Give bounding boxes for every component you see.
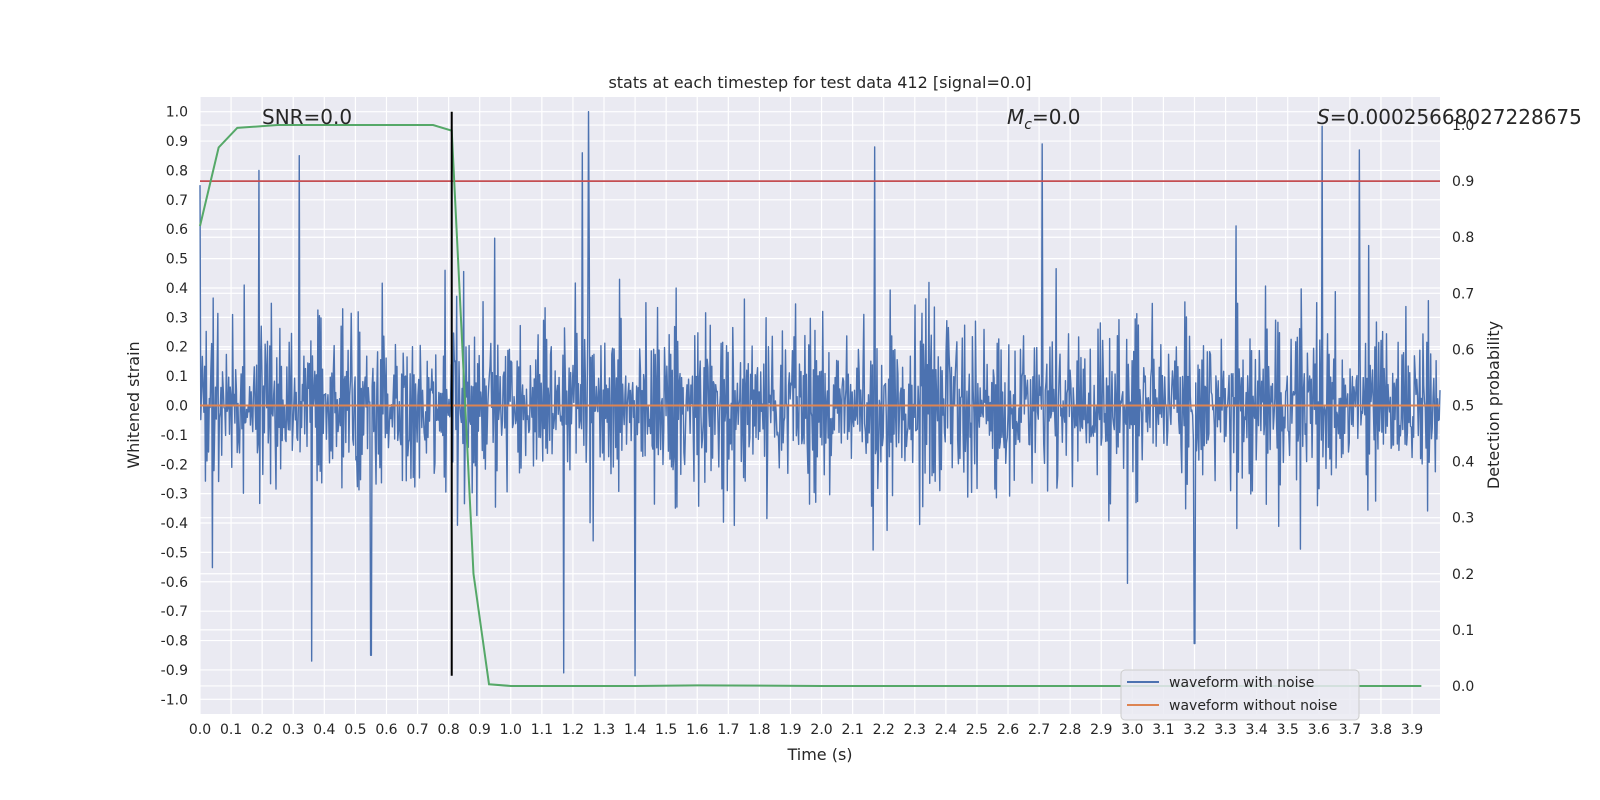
x-tick-label: 0.4 [313, 722, 335, 738]
y-tick-label: 0.8 [166, 163, 188, 179]
x-tick-label: 3.1 [1152, 722, 1174, 738]
x-tick-label: 1.1 [531, 722, 553, 738]
x-tick-label: 1.7 [717, 722, 739, 738]
x-tick-label: 2.6 [997, 722, 1019, 738]
s-annotation: S=0.00025668027228675 [1317, 105, 1582, 129]
x-tick-label: 1.2 [562, 722, 584, 738]
y-tick-label: -1.0 [161, 692, 188, 708]
y-right-tick-label: 1.0 [1452, 118, 1474, 134]
y-tick-label: 0.2 [166, 340, 188, 356]
x-tick-label: 2.1 [841, 722, 863, 738]
y-right-tick-label: 0.7 [1452, 286, 1474, 302]
x-tick-label: 0.7 [406, 722, 428, 738]
y-right-tick-label: 0.3 [1452, 511, 1474, 527]
y-right-tick-label: 0.0 [1452, 679, 1474, 695]
y-tick-label: -0.7 [161, 604, 188, 620]
y-right-tick-labels: 1.0 0.9 0.8 0.7 0.6 0.5 0.4 0.3 0.2 0.1 0.0 [1452, 118, 1474, 695]
chart-title: stats at each timestep for test data 412… [608, 73, 1031, 92]
x-tick-label: 0.1 [220, 722, 242, 738]
x-tick-label: 2.0 [810, 722, 832, 738]
detection-probability-line [199, 124, 1422, 687]
y-tick-label: -0.3 [161, 487, 188, 503]
legend: waveform with noise waveform without noi… [1120, 669, 1360, 721]
x-tick-label: 3.5 [1277, 722, 1299, 738]
y-tick-label: 0.5 [166, 252, 188, 268]
legend-label-clean: waveform without noise [1169, 698, 1337, 714]
y-right-tick-label: 0.2 [1452, 567, 1474, 583]
x-tick-label: 3.0 [1121, 722, 1143, 738]
x-tick-label: 2.9 [1090, 722, 1112, 738]
x-tick-label: 2.4 [935, 722, 957, 738]
y-right-tick-label: 0.6 [1452, 342, 1474, 358]
x-tick-label: 1.8 [748, 722, 770, 738]
x-tick-label: 2.2 [873, 722, 895, 738]
x-tick-label: 3.9 [1401, 722, 1423, 738]
x-axis-label: Time (s) [786, 745, 852, 764]
y-tick-label: -0.4 [161, 516, 188, 532]
y-tick-label: 0.4 [166, 281, 188, 297]
y-tick-label: -0.5 [161, 545, 188, 561]
y-right-tick-label: 0.5 [1452, 399, 1474, 415]
x-tick-label: 2.7 [1028, 722, 1050, 738]
x-tick-label: 3.8 [1370, 722, 1392, 738]
x-tick-label: 2.3 [904, 722, 926, 738]
y-tick-label: -0.2 [161, 457, 188, 473]
y-tick-label: 0.1 [166, 369, 188, 385]
x-tick-label: 0.0 [189, 722, 211, 738]
x-tick-label: 0.5 [344, 722, 366, 738]
y-tick-labels: 1.0 0.9 0.8 0.7 0.6 0.5 0.4 0.3 0.2 0.1 0.0 -0.1 -0.… [161, 105, 188, 709]
x-tick-label: 1.3 [593, 722, 615, 738]
y-tick-label: 0.9 [166, 134, 188, 150]
y-tick-label: -0.1 [161, 428, 188, 444]
y-tick-label: -0.8 [161, 634, 188, 650]
y-right-tick-label: 0.1 [1452, 623, 1474, 639]
x-tick-label: 3.7 [1339, 722, 1361, 738]
legend-box [1120, 669, 1360, 721]
x-tick-label: 3.6 [1308, 722, 1330, 738]
x-tick-label: 0.8 [437, 722, 459, 738]
x-tick-label: 3.2 [1183, 722, 1205, 738]
y-tick-label: -0.9 [161, 663, 188, 679]
y-right-tick-label: 0.8 [1452, 230, 1474, 246]
x-tick-label: 2.8 [1059, 722, 1081, 738]
y-tick-label: 1.0 [166, 105, 188, 121]
x-tick-label: 3.3 [1214, 722, 1236, 738]
y-right-axis-label: Detection probability [1484, 321, 1503, 489]
x-tick-label: 0.2 [251, 722, 273, 738]
y-tick-label: 0.6 [166, 222, 188, 238]
y-tick-label: -0.6 [161, 575, 188, 591]
x-tick-label: 1.0 [500, 722, 522, 738]
x-tick-label: 1.4 [624, 722, 646, 738]
y-tick-label: 0.0 [166, 399, 188, 415]
x-tick-label: 1.5 [655, 722, 677, 738]
x-tick-label: 3.4 [1246, 722, 1268, 738]
y-tick-label: 0.3 [166, 310, 188, 326]
overlay-lines [199, 111, 1440, 687]
chirp-mass-annotation: Mc=0.0 [1007, 105, 1081, 133]
y-right-tick-label: 0.4 [1452, 455, 1474, 471]
x-tick-label: 0.3 [282, 722, 304, 738]
x-tick-label: 1.6 [686, 722, 708, 738]
y-tick-label: 0.7 [166, 193, 188, 209]
snr-annotation: SNR=0.0 [262, 105, 352, 129]
x-tick-label: 1.9 [779, 722, 801, 738]
y-axis-label: Whitened strain [124, 341, 143, 468]
y-right-tick-label: 0.9 [1452, 174, 1474, 190]
x-tick-label: 2.5 [966, 722, 988, 738]
x-tick-label: 0.9 [469, 722, 491, 738]
x-tick-label: 0.6 [375, 722, 397, 738]
legend-label-noise: waveform with noise [1169, 675, 1314, 691]
x-tick-labels: 0.0 0.1 0.2 0.3 0.4 0.5 0.6 0.7 0.8 0.9 1.0 1.1 1.2 1… [189, 722, 1423, 738]
